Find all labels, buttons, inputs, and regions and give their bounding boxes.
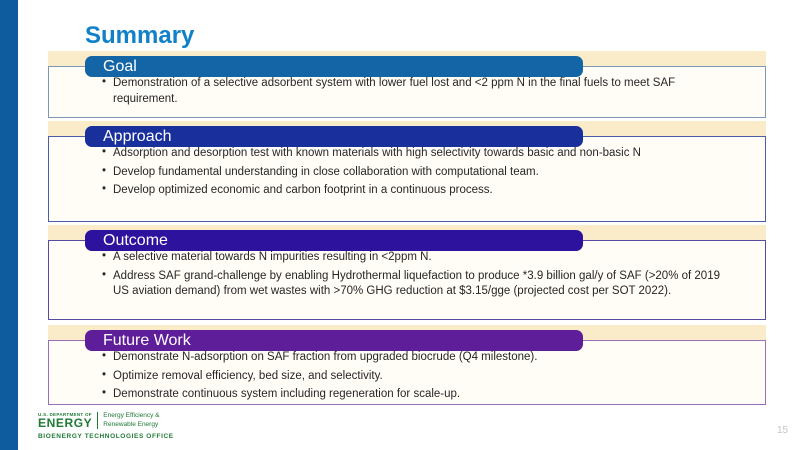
bullet-list: Adsorption and desorption test with know…: [49, 137, 765, 199]
section-header-bar: Goal: [85, 56, 583, 77]
logo-divider: [97, 412, 99, 429]
bullet-item: Optimize removal efficiency, bed size, a…: [101, 368, 723, 385]
bullet-list: Demonstration of a selective adsorbent s…: [49, 67, 765, 107]
eere-line1: Energy Efficiency &: [103, 412, 160, 419]
bullet-list: Demonstrate N-adsorption on SAF fraction…: [49, 341, 765, 403]
doe-wordmark: U.S. DEPARTMENT OF ENERGY Energy Efficie…: [38, 412, 174, 429]
section-header-bar: Outcome: [85, 230, 583, 251]
bullet-item: A selective material towards N impuritie…: [101, 249, 723, 266]
section-header-label: Outcome: [103, 232, 168, 249]
page-number: 15: [777, 425, 789, 436]
doe-wordmark-text: U.S. DEPARTMENT OF ENERGY: [38, 412, 92, 429]
section-content-box: A selective material towards N impuritie…: [48, 240, 766, 320]
bullet-item: Demonstrate continuous system including …: [101, 386, 723, 403]
bullet-item: Address SAF grand-challenge by enabling …: [101, 268, 723, 300]
doe-energy-label: ENERGY: [38, 416, 93, 430]
section-approach: Adsorption and desorption test with know…: [48, 121, 766, 222]
left-accent-bar: [0, 0, 18, 450]
doe-department-label: U.S. DEPARTMENT OF: [38, 412, 92, 417]
section-header-bar: Future Work: [85, 330, 583, 351]
bullet-item: Develop optimized economic and carbon fo…: [101, 182, 723, 199]
section-header-label: Future Work: [103, 332, 191, 349]
section-future-work: Demonstrate N-adsorption on SAF fraction…: [48, 325, 766, 405]
section-outcome: A selective material towards N impuritie…: [48, 225, 766, 320]
beto-label: BIOENERGY TECHNOLOGIES OFFICE: [38, 433, 174, 440]
bullet-item: Develop fundamental understanding in clo…: [101, 164, 723, 181]
section-header-bar: Approach: [85, 126, 583, 147]
section-header-label: Approach: [103, 128, 172, 145]
bullet-list: A selective material towards N impuritie…: [49, 241, 765, 300]
bullet-item: Demonstration of a selective adsorbent s…: [101, 75, 723, 107]
bullet-item: Demonstrate N-adsorption on SAF fraction…: [101, 349, 723, 366]
bullet-item: Adsorption and desorption test with know…: [101, 145, 723, 162]
page-title: Summary: [85, 22, 195, 49]
section-goal: Demonstration of a selective adsorbent s…: [48, 51, 766, 118]
eere-label: Energy Efficiency & Renewable Energy: [103, 412, 159, 429]
section-header-label: Goal: [103, 58, 137, 75]
section-content-box: Adsorption and desorption test with know…: [48, 136, 766, 222]
energy-logo: U.S. DEPARTMENT OF ENERGY Energy Efficie…: [38, 412, 174, 440]
eere-line2: Renewable Energy: [103, 420, 159, 428]
